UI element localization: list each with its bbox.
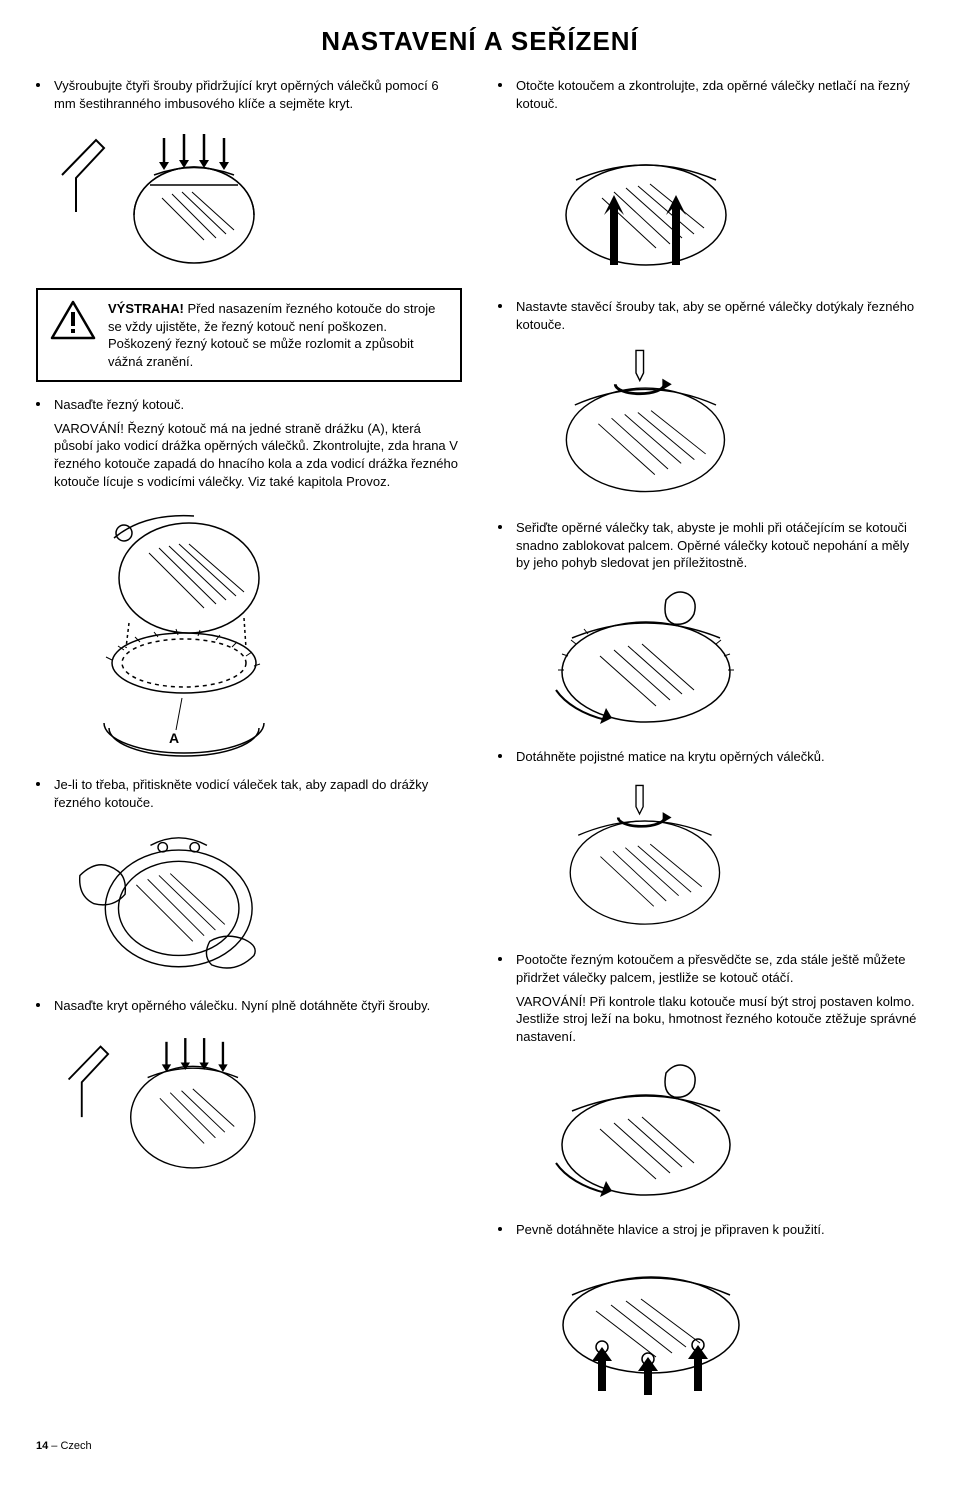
bullet-text: Vyšroubujte čtyři šrouby přidržující kry… <box>54 77 462 112</box>
bullet-dot <box>498 304 502 308</box>
footer-sep: – <box>48 1440 60 1452</box>
bullet-dot <box>498 525 502 529</box>
bullet-dot <box>498 754 502 758</box>
bullet-dot <box>36 83 40 87</box>
warning-triangle-icon <box>50 300 96 340</box>
figure-final-tighten <box>516 1247 756 1397</box>
figure-thumb-block <box>516 580 756 730</box>
bullet-l3: Je-li to třeba, přitiskněte vodicí váleč… <box>36 776 462 811</box>
bullet-text: Nastavte stavěcí šrouby tak, aby se opěr… <box>516 298 924 333</box>
two-column-layout: Vyšroubujte čtyři šrouby přidržující kry… <box>36 77 924 1415</box>
varovani-paragraph: VAROVÁNÍ! Řezný kotouč má na jedné stran… <box>36 420 462 490</box>
bullet-text: Nasaďte kryt opěrného válečku. Nyní plně… <box>54 997 462 1015</box>
bullet-text: Otočte kotoučem a zkontrolujte, zda opěr… <box>516 77 924 112</box>
figure-adjust-screws <box>516 341 756 501</box>
bullet-r3: Seřiďte opěrné válečky tak, abyste je mo… <box>498 519 924 572</box>
bullet-dot <box>36 782 40 786</box>
bullet-text: Pootočte řezným kotoučem a přesvědčte se… <box>516 951 924 986</box>
left-column: Vyšroubujte čtyři šrouby přidržující kry… <box>36 77 462 1415</box>
bullet-l4: Nasaďte kryt opěrného válečku. Nyní plně… <box>36 997 462 1015</box>
bullet-text: Dotáhněte pojistné matice na krytu opěrn… <box>516 748 924 766</box>
figure-recheck-thumb <box>516 1053 756 1203</box>
page-footer: 14 – Czech <box>36 1439 924 1454</box>
bullet-dot <box>36 402 40 406</box>
figure-press-roller <box>54 819 294 979</box>
bullet-r2: Nastavte stavěcí šrouby tak, aby se opěr… <box>498 298 924 333</box>
bullet-text: Nasaďte řezný kotouč. <box>54 396 462 414</box>
right-column: Otočte kotoučem a zkontrolujte, zda opěr… <box>498 77 924 1415</box>
figure-insert-blade: A <box>54 498 294 758</box>
warning-box: VÝSTRAHA! Před nasazením řezného kotouče… <box>36 288 462 382</box>
bullet-text: Pevně dotáhněte hlavice a stroj je připr… <box>516 1221 924 1239</box>
figure-tighten-nuts <box>516 773 756 933</box>
bullet-r4: Dotáhněte pojistné matice na krytu opěrn… <box>498 748 924 766</box>
footer-lang: Czech <box>60 1440 91 1452</box>
bullet-text: Je-li to třeba, přitiskněte vodicí váleč… <box>54 776 462 811</box>
label-a: A <box>169 730 179 746</box>
bullet-dot <box>498 83 502 87</box>
bullet-dot <box>498 957 502 961</box>
bullet-dot <box>498 1227 502 1231</box>
bullet-dot <box>36 1003 40 1007</box>
varovani2-paragraph: VAROVÁNÍ! Při kontrole tlaku kotouče mus… <box>498 993 924 1046</box>
warning-label: VÝSTRAHA! <box>108 301 184 316</box>
figure-refit-cover <box>54 1023 294 1183</box>
page-number: 14 <box>36 1440 48 1452</box>
warning-text: VÝSTRAHA! Před nasazením řezného kotouče… <box>108 300 448 370</box>
page-title: NASTAVENÍ A SEŘÍZENÍ <box>36 24 924 59</box>
bullet-r6: Pevně dotáhněte hlavice a stroj je připr… <box>498 1221 924 1239</box>
bullet-r5: Pootočte řezným kotoučem a přesvědčte se… <box>498 951 924 986</box>
bullet-text: Seřiďte opěrné válečky tak, abyste je mo… <box>516 519 924 572</box>
bullet-l1: Vyšroubujte čtyři šrouby přidržující kry… <box>36 77 462 112</box>
figure-remove-cover <box>54 120 294 270</box>
bullet-l2: Nasaďte řezný kotouč. <box>36 396 462 414</box>
bullet-r1: Otočte kotoučem a zkontrolujte, zda opěr… <box>498 77 924 112</box>
figure-rotate-check <box>516 120 756 270</box>
